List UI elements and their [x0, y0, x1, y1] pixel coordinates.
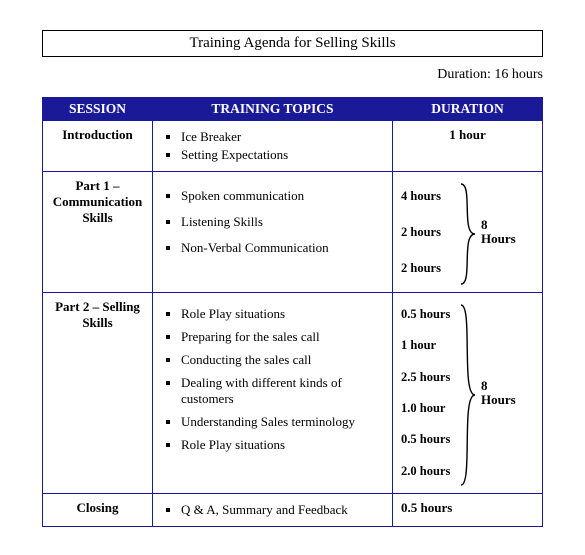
duration-total: 8Hours — [481, 379, 516, 408]
duration-cell: 4 hours2 hours2 hours8Hours — [393, 172, 543, 293]
total-duration: Duration: 16 hours — [42, 67, 543, 83]
page-title: Training Agenda for Selling Skills — [42, 30, 543, 57]
topics-cell: Ice Breaker Setting Expectations — [153, 121, 393, 172]
topic-item: Non-Verbal Communication — [181, 240, 384, 256]
header-duration: DURATION — [393, 98, 543, 121]
duration-total: 1 hour — [401, 127, 534, 143]
topic-item: Conducting the sales call — [181, 352, 384, 368]
session-cell: Part 1 – Communication Skills — [43, 172, 153, 293]
table-row: Part 2 – Selling SkillsRole Play situati… — [43, 293, 543, 494]
topic-item: Q & A, Summary and Feedback — [181, 502, 384, 518]
header-session: SESSION — [43, 98, 153, 121]
topic-item: Role Play situations — [181, 437, 384, 453]
header-topics: TRAINING TOPICS — [153, 98, 393, 121]
topics-cell: Spoken communication Listening Skills Non-… — [153, 172, 393, 293]
table-row: Part 1 – Communication SkillsSpoken comm… — [43, 172, 543, 293]
topic-item: Dealing with different kinds of customer… — [181, 375, 384, 407]
table-row: Introduction Ice Breaker Setting Expectati… — [43, 121, 543, 172]
topics-cell: Q & A, Summary and Feedback — [153, 494, 393, 527]
duration-item: 0.5 hours — [401, 500, 534, 516]
duration-cell: 0.5 hours — [393, 494, 543, 527]
topic-item: Setting Expectations — [181, 147, 384, 163]
topic-item: Preparing for the sales call — [181, 329, 384, 345]
agenda-table: SESSION TRAINING TOPICS DURATION Introdu… — [42, 97, 543, 527]
duration-total: 8Hours — [481, 218, 516, 247]
topics-cell: Role Play situations Preparing for the sa… — [153, 293, 393, 494]
topic-item: Listening Skills — [181, 214, 384, 230]
duration-cell: 0.5 hours1 hour2.5 hours1.0 hour0.5 hour… — [393, 293, 543, 494]
topic-item: Spoken communication — [181, 188, 384, 204]
session-cell: Part 2 – Selling Skills — [43, 293, 153, 494]
session-cell: Closing — [43, 494, 153, 527]
topic-item: Role Play situations — [181, 306, 384, 322]
header-row: SESSION TRAINING TOPICS DURATION — [43, 98, 543, 121]
table-row: Closing Q & A, Summary and Feedback 0.5 ho… — [43, 494, 543, 527]
topic-item: Understanding Sales terminology — [181, 414, 384, 430]
duration-cell: 1 hour — [393, 121, 543, 172]
topic-item: Ice Breaker — [181, 129, 384, 145]
session-cell: Introduction — [43, 121, 153, 172]
